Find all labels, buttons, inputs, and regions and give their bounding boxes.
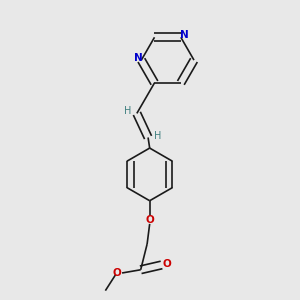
- Text: N: N: [180, 30, 188, 40]
- Text: O: O: [145, 215, 154, 225]
- Text: H: H: [124, 106, 131, 116]
- Text: O: O: [163, 259, 172, 269]
- Text: H: H: [154, 130, 161, 141]
- Text: N: N: [134, 52, 142, 62]
- Text: O: O: [113, 268, 122, 278]
